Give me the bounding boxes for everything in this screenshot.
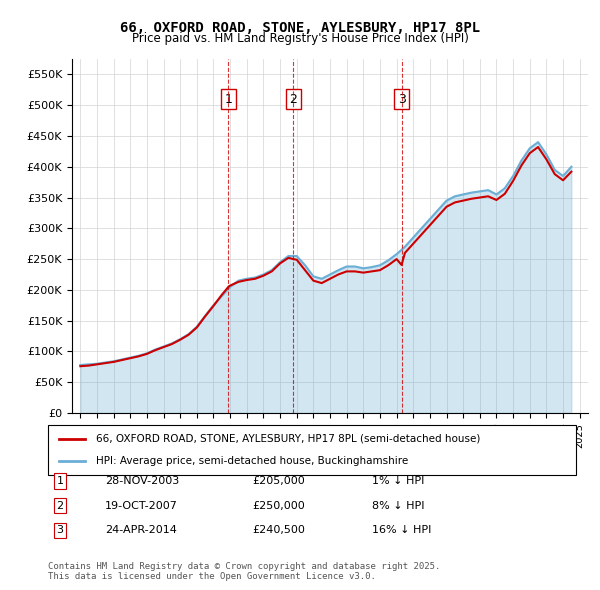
Text: 1: 1	[56, 476, 64, 486]
Text: 28-NOV-2003: 28-NOV-2003	[105, 476, 179, 486]
Text: £250,000: £250,000	[252, 501, 305, 510]
Text: 2: 2	[289, 93, 298, 106]
Text: HPI: Average price, semi-detached house, Buckinghamshire: HPI: Average price, semi-detached house,…	[95, 456, 408, 466]
Text: 1: 1	[224, 93, 232, 106]
Text: 2: 2	[56, 501, 64, 510]
Text: 3: 3	[56, 526, 64, 535]
Text: Contains HM Land Registry data © Crown copyright and database right 2025.
This d: Contains HM Land Registry data © Crown c…	[48, 562, 440, 581]
Text: 16% ↓ HPI: 16% ↓ HPI	[372, 526, 431, 535]
Text: 3: 3	[398, 93, 406, 106]
Text: Price paid vs. HM Land Registry's House Price Index (HPI): Price paid vs. HM Land Registry's House …	[131, 32, 469, 45]
Text: 24-APR-2014: 24-APR-2014	[105, 526, 177, 535]
Text: £205,000: £205,000	[252, 476, 305, 486]
Text: 19-OCT-2007: 19-OCT-2007	[105, 501, 178, 510]
Text: 8% ↓ HPI: 8% ↓ HPI	[372, 501, 425, 510]
Text: £240,500: £240,500	[252, 526, 305, 535]
FancyBboxPatch shape	[48, 425, 576, 475]
Text: 66, OXFORD ROAD, STONE, AYLESBURY, HP17 8PL: 66, OXFORD ROAD, STONE, AYLESBURY, HP17 …	[120, 21, 480, 35]
Text: 66, OXFORD ROAD, STONE, AYLESBURY, HP17 8PL (semi-detached house): 66, OXFORD ROAD, STONE, AYLESBURY, HP17 …	[95, 434, 480, 444]
Text: 1% ↓ HPI: 1% ↓ HPI	[372, 476, 424, 486]
